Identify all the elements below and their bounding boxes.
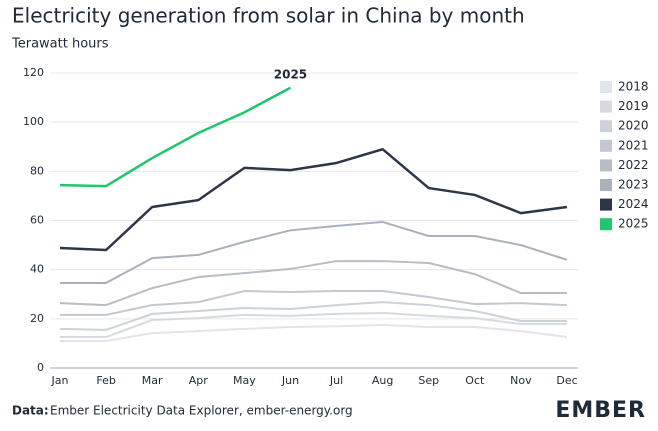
y-tick-label: 120 (23, 66, 44, 79)
chart-subtitle: Terawatt hours (11, 37, 109, 52)
x-tick-label: Jul (329, 374, 343, 387)
y-tick-label: 60 (30, 214, 44, 227)
legend-swatch (600, 198, 612, 211)
x-tick-label: Aug (372, 374, 393, 387)
x-tick-label: Apr (189, 374, 209, 387)
x-tick-label: Jan (51, 374, 69, 387)
legend-swatch (600, 81, 612, 93)
y-tick-label: 80 (30, 164, 44, 177)
source: Ember Electricity Data Explorer, ember-e… (50, 404, 353, 418)
y-tick-label: 0 (37, 361, 44, 374)
x-tick-label: Feb (96, 374, 115, 387)
legend-label: 2022 (618, 158, 649, 172)
x-tick-label: Jun (281, 374, 299, 387)
series-line (60, 220, 568, 284)
legend-swatch (600, 218, 612, 231)
x-tick-label: Oct (465, 374, 485, 387)
series-line (59, 301, 567, 331)
series-line (60, 311, 567, 339)
legend-label: 2023 (618, 178, 649, 192)
x-tick-label: May (233, 374, 256, 387)
series-line (60, 290, 568, 316)
logo: EMBER (555, 398, 646, 423)
series-line (59, 86, 292, 188)
x-tick-label: Sep (418, 374, 439, 387)
series-line (59, 147, 568, 252)
legend-label: 2024 (618, 197, 649, 211)
legend-label: 2025 (618, 217, 649, 231)
series-line (59, 260, 567, 307)
series-line (60, 323, 568, 342)
legend-swatch (600, 139, 612, 152)
x-tick-label: Nov (510, 374, 532, 387)
y-tick-label: 100 (23, 115, 44, 128)
legend-label: 2018 (618, 80, 649, 94)
legend-swatch (600, 179, 612, 191)
legend-label: 2020 (618, 119, 649, 133)
legend-swatch (600, 159, 612, 172)
legend-label: 2019 (618, 99, 649, 113)
chart-title: Electricity generation from solar in Chi… (12, 4, 525, 28)
x-tick-label: Mar (142, 374, 163, 387)
series-end-label: 2025 (274, 67, 307, 81)
legend-label: 2021 (618, 138, 649, 152)
y-tick-label: 40 (30, 263, 44, 276)
y-tick-label: 20 (30, 312, 44, 325)
legend-swatch (600, 100, 612, 113)
legend-swatch (600, 120, 612, 133)
source-label: Data: (12, 404, 49, 418)
x-tick-label: Dec (556, 374, 577, 387)
